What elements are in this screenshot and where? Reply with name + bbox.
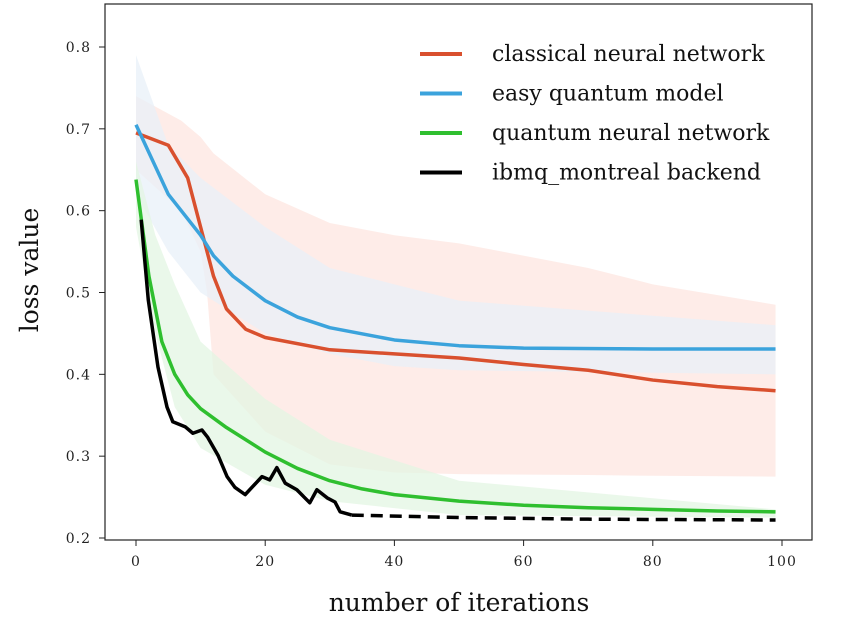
classical-neural-network-line [135,131,776,393]
x-tick-label: 80 [643,554,663,570]
legend-label: quantum neural network [492,121,770,146]
y-axis-ticks: 0.2 0.3 0.4 0.5 0.6 0.7 0.8 [66,40,105,547]
y-tick-label: 0.5 [66,286,91,302]
ibmq-montreal-backend-line [139,219,353,517]
y-tick-label: 0.8 [66,40,91,56]
x-tick-label: 20 [255,554,275,570]
x-tick-label: 0 [131,554,141,570]
y-tick-label: 0.6 [66,204,91,220]
legend-label: ibmq_montreal backend [492,161,761,186]
classical-neural-network-band [136,96,776,477]
quantum-neural-network-line [134,179,776,514]
y-tick-label: 0.2 [66,531,91,547]
x-tick-label: 100 [767,554,797,570]
y-tick-label: 0.4 [66,367,91,383]
series-lines [134,124,776,522]
confidence-bands [136,55,776,518]
y-tick-label: 0.7 [66,122,91,138]
x-axis-ticks: 0 20 40 60 80 100 [131,540,797,570]
x-tick-label: 60 [514,554,534,570]
easy-quantum-model-line [134,124,776,351]
legend-label: easy quantum model [492,82,724,107]
x-tick-label: 40 [384,554,404,570]
quantum-neural-network-band [136,161,776,518]
y-tick-label: 0.3 [66,449,91,465]
easy-quantum-model-band [136,55,776,375]
ibmq-montreal-backend-dashed-line [351,513,776,522]
plot-frame [104,3,813,541]
y-axis-label: loss value [15,208,44,333]
x-axis-label: number of iterations [329,588,590,617]
legend-label: classical neural network [492,42,765,67]
legend: classical neural network easy quantum mod… [420,42,770,186]
